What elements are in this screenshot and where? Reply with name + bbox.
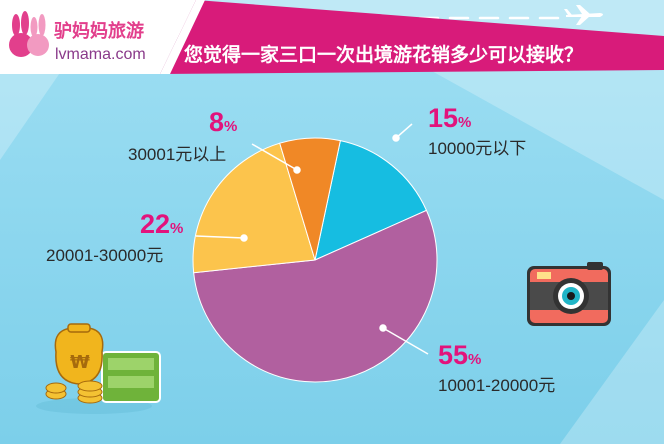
svg-text:55%: 55% bbox=[438, 340, 481, 370]
chart-title: 您觉得一家三口一次出境游花销多少可以接收？ bbox=[184, 43, 583, 66]
category-label-8: 30001元以上 bbox=[128, 145, 226, 164]
percent-value-55: 55 bbox=[438, 340, 468, 370]
svg-text:22%: 22% bbox=[140, 209, 183, 239]
won-sign: ₩ bbox=[70, 352, 90, 373]
rabbit-logo-icon bbox=[9, 11, 49, 57]
leader-line-22 bbox=[195, 235, 245, 239]
category-label-22: 20001-30000元 bbox=[46, 246, 163, 265]
category-label-15: 10000元以下 bbox=[428, 139, 526, 158]
slice-label-22: 22% 20001-30000元 bbox=[46, 209, 183, 265]
percent-sign-15: % bbox=[458, 114, 471, 131]
pie-slice-22 bbox=[192, 142, 316, 274]
pie-slice-55 bbox=[193, 209, 438, 383]
brand-name: 驴妈妈旅游 bbox=[54, 20, 144, 42]
brand-url: lvmama.com bbox=[55, 46, 146, 63]
svg-text:8%: 8% bbox=[209, 107, 237, 137]
percent-sign-22: % bbox=[170, 220, 183, 237]
slice-label-55: 55% 10001-20000元 bbox=[438, 340, 555, 395]
pie-slice-15 bbox=[314, 140, 428, 261]
airplane-icon bbox=[564, 5, 603, 25]
leader-lines bbox=[195, 123, 429, 355]
slice-label-8: 8% 30001元以上 bbox=[128, 107, 237, 164]
money-stack-icon: ₩ bbox=[36, 323, 161, 414]
banner-divider bbox=[160, 0, 205, 74]
leader-line-55 bbox=[382, 327, 429, 355]
category-label-55: 10001-20000元 bbox=[438, 376, 555, 395]
slice-label-15: 15% 10000元以下 bbox=[428, 103, 526, 158]
percent-sign-8: % bbox=[224, 118, 237, 135]
pie-slices bbox=[192, 137, 438, 383]
percent-sign-55: % bbox=[468, 351, 481, 368]
leader-line-8 bbox=[251, 143, 298, 171]
logo-panel bbox=[0, 0, 196, 74]
percent-value-22: 22 bbox=[140, 209, 170, 239]
svg-text:15%: 15% bbox=[428, 103, 471, 133]
question-banner bbox=[160, 0, 664, 74]
camera-icon bbox=[527, 262, 611, 326]
percent-value-8: 8 bbox=[209, 107, 224, 137]
percent-value-15: 15 bbox=[428, 103, 458, 133]
